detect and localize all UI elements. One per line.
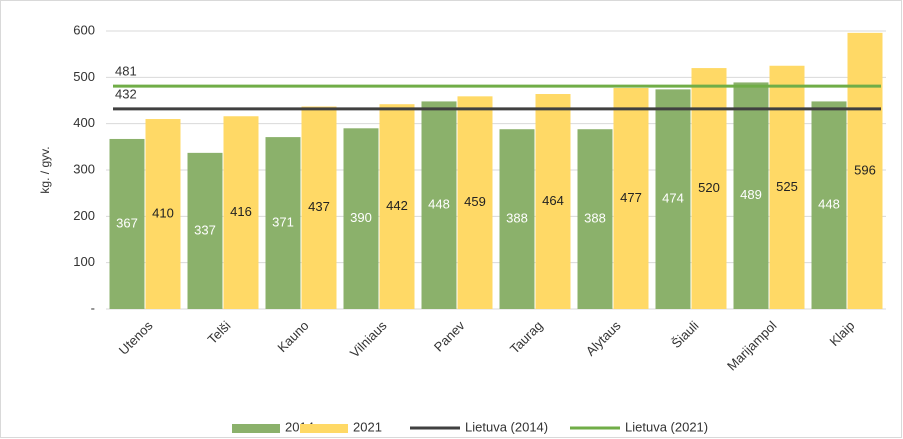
bar [109,138,145,309]
bar [769,65,805,309]
bar [187,152,223,309]
y-tick-label: 500 [73,69,95,84]
data-label: 388 [506,211,528,226]
bar [343,128,379,309]
data-label: 596 [854,162,876,177]
data-label: 371 [272,214,294,229]
y-axis-label: kg. / gyv. [38,146,52,193]
bar [379,104,415,309]
y-tick-label: - [91,300,95,315]
y-tick-label: 200 [73,208,95,223]
data-label: 367 [116,215,138,230]
y-tick-label: 600 [73,22,95,37]
bar [457,96,493,309]
bar [223,116,259,310]
y-tick-label: 100 [73,254,95,269]
bar [499,129,535,309]
data-label: 337 [194,222,216,237]
legend-label: Lietuva (2014) [465,419,548,434]
legend-label: Lietuva (2021) [625,419,708,434]
legend-swatch [300,424,348,433]
bar [811,101,847,309]
bar [733,82,769,310]
data-label: 477 [620,190,642,205]
y-tick-label: 300 [73,161,95,176]
data-label: 410 [152,205,174,220]
data-label: 459 [464,194,486,209]
data-label: 442 [386,198,408,213]
bar [847,32,883,309]
data-label: 448 [818,197,840,212]
reference-label: 432 [115,86,137,101]
bar [655,89,691,309]
data-label: 448 [428,197,450,212]
data-label: 464 [542,193,564,208]
bar [577,129,613,309]
data-label: 520 [698,180,720,195]
data-label: 416 [230,204,252,219]
bar [265,137,301,309]
data-label: 474 [662,191,684,206]
y-tick-label: 400 [73,115,95,130]
bar [613,87,649,310]
data-label: 489 [740,187,762,202]
data-label: 525 [776,179,798,194]
data-label: 388 [584,211,606,226]
legend-swatch [232,424,280,433]
bar [421,101,457,309]
bar [145,119,181,310]
bar [301,106,337,309]
legend-label: 2021 [353,419,382,434]
data-label: 390 [350,210,372,225]
reference-label: 481 [115,64,137,79]
bar [535,94,571,309]
data-label: 437 [308,199,330,214]
